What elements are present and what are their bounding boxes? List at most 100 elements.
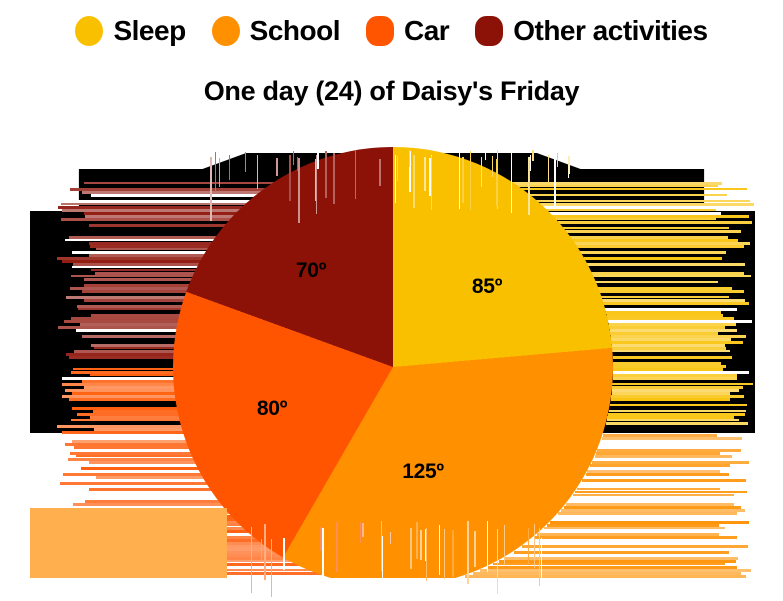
legend-item-other-activities[interactable]: Other activities [475, 15, 708, 47]
render-artifact-vertical-streak [511, 152, 513, 213]
render-artifact-vertical-streak [215, 152, 217, 193]
render-artifact-vertical-streak [424, 529, 427, 562]
render-artifact-vertical-streak [396, 156, 398, 182]
render-artifact-vertical-streak [219, 158, 221, 188]
render-artifact-vertical-streak [412, 155, 415, 208]
render-artifact-white-band-upper [55, 120, 755, 134]
legend-item-sleep[interactable]: Sleep [75, 15, 186, 47]
render-artifact-vertical-streak [282, 538, 285, 571]
render-artifact-vertical-streak [458, 152, 460, 210]
render-artifact-vertical-streak [481, 156, 483, 187]
render-artifact-vertical-streak [382, 535, 384, 581]
render-artifact-vertical-streak [325, 150, 328, 198]
render-artifact-vertical-streak [244, 151, 246, 172]
render-artifact-vertical-streak [533, 524, 535, 569]
pie-slice-label: 80º [256, 397, 288, 420]
render-artifact-vertical-streak [431, 155, 433, 211]
render-artifact-vertical-streak [527, 527, 529, 565]
legend-swatch-icon [366, 16, 395, 46]
render-artifact-vertical-streak [439, 524, 441, 575]
render-artifact-vertical-streak [429, 158, 432, 197]
render-artifact-vertical-streak [491, 155, 493, 178]
render-artifact-vertical-streak [553, 157, 556, 209]
render-artifact-streak [601, 437, 743, 440]
render-artifact-vertical-streak [315, 158, 317, 202]
render-artifact-streak [595, 452, 721, 455]
render-artifact-vertical-streak [473, 530, 476, 568]
render-artifact-vertical-streak [381, 521, 383, 571]
render-artifact-vertical-streak [315, 154, 317, 214]
render-artifact-vertical-streak [452, 529, 455, 577]
render-artifact-vertical-streak [485, 150, 487, 161]
render-artifact-white-band [150, 133, 610, 153]
render-artifact-vertical-streak [420, 530, 423, 561]
pie-slice-label: 85º [471, 275, 503, 298]
render-artifact-vertical-streak [409, 528, 412, 570]
render-artifact-streak [591, 461, 749, 464]
render-artifact-left-mask [0, 133, 30, 601]
render-artifact-vertical-streak [390, 532, 392, 544]
render-artifact-vertical-streak [395, 155, 397, 203]
render-artifact-vertical-streak [210, 157, 213, 221]
render-artifact-vertical-streak [322, 527, 325, 588]
render-artifact-vertical-streak [528, 159, 530, 192]
render-artifact-streak [597, 449, 741, 452]
render-artifact-vertical-streak [540, 537, 542, 601]
render-artifact-vertical-streak [567, 155, 570, 174]
render-artifact-vertical-streak [466, 520, 469, 584]
legend-item-label: Other activities [513, 15, 708, 46]
legend-swatch-icon [75, 16, 104, 46]
render-artifact-vertical-streak [256, 154, 258, 189]
pie-slice-label: 125º [402, 460, 444, 483]
render-artifact-bottom-mask [0, 578, 783, 601]
render-artifact-vertical-streak [531, 150, 534, 162]
render-artifact-vertical-streak [443, 528, 445, 580]
render-artifact-vertical-streak [361, 522, 364, 537]
render-artifact-vertical-streak [355, 150, 357, 200]
pie-slice-label: 70º [295, 259, 327, 282]
render-artifact-vertical-streak [296, 157, 298, 172]
render-artifact-vertical-streak [529, 155, 531, 172]
legend-item-label: School [249, 15, 341, 46]
render-artifact-vertical-streak [378, 159, 381, 187]
render-artifact-vertical-streak [557, 152, 559, 167]
render-artifact-vertical-streak [263, 524, 266, 580]
render-artifact-vertical-streak [293, 150, 295, 166]
render-artifact-streak [602, 434, 717, 437]
chart-title: One day (24) of Daisy's Friday [203, 76, 580, 106]
render-artifact-block [30, 508, 227, 578]
render-artifact-streak [594, 455, 732, 458]
legend-swatch-icon [475, 16, 504, 46]
render-artifact-vertical-streak [496, 528, 498, 594]
pie-chart [173, 147, 613, 587]
render-artifact-vertical-streak [426, 528, 428, 581]
legend-item-label: Car [404, 15, 450, 46]
render-artifact-vertical-streak [276, 157, 279, 176]
render-artifact-vertical-streak [332, 152, 335, 205]
legend-item-school[interactable]: School [211, 15, 341, 47]
render-artifact-vertical-streak [486, 521, 488, 573]
legend-item-label: Sleep [113, 15, 186, 46]
render-artifact-vertical-streak [462, 157, 465, 204]
title-backdrop [150, 66, 630, 122]
render-artifact-vertical-streak [495, 159, 498, 206]
render-artifact-vertical-streak [297, 157, 300, 223]
render-artifact-vertical-streak [320, 527, 323, 551]
render-artifact-vertical-streak [229, 155, 231, 181]
render-artifact-vertical-streak [270, 538, 272, 598]
render-artifact-vertical-streak [289, 154, 292, 201]
legend-swatch-icon [211, 16, 240, 46]
render-artifact-right-mask [755, 133, 783, 601]
render-artifact-vertical-streak [335, 521, 338, 572]
chart-legend: Sleep School Car Other activities [0, 0, 783, 62]
render-artifact-vertical-streak [548, 154, 550, 183]
pie-disc [173, 147, 613, 587]
render-artifact-vertical-streak [503, 524, 505, 565]
render-artifact-vertical-streak [408, 150, 410, 167]
legend-item-car[interactable]: Car [366, 15, 450, 47]
render-artifact-vertical-streak [409, 151, 412, 193]
render-artifact-vertical-streak [250, 526, 252, 593]
render-artifact-vertical-streak [416, 521, 419, 560]
render-artifact-vertical-streak [317, 150, 320, 170]
